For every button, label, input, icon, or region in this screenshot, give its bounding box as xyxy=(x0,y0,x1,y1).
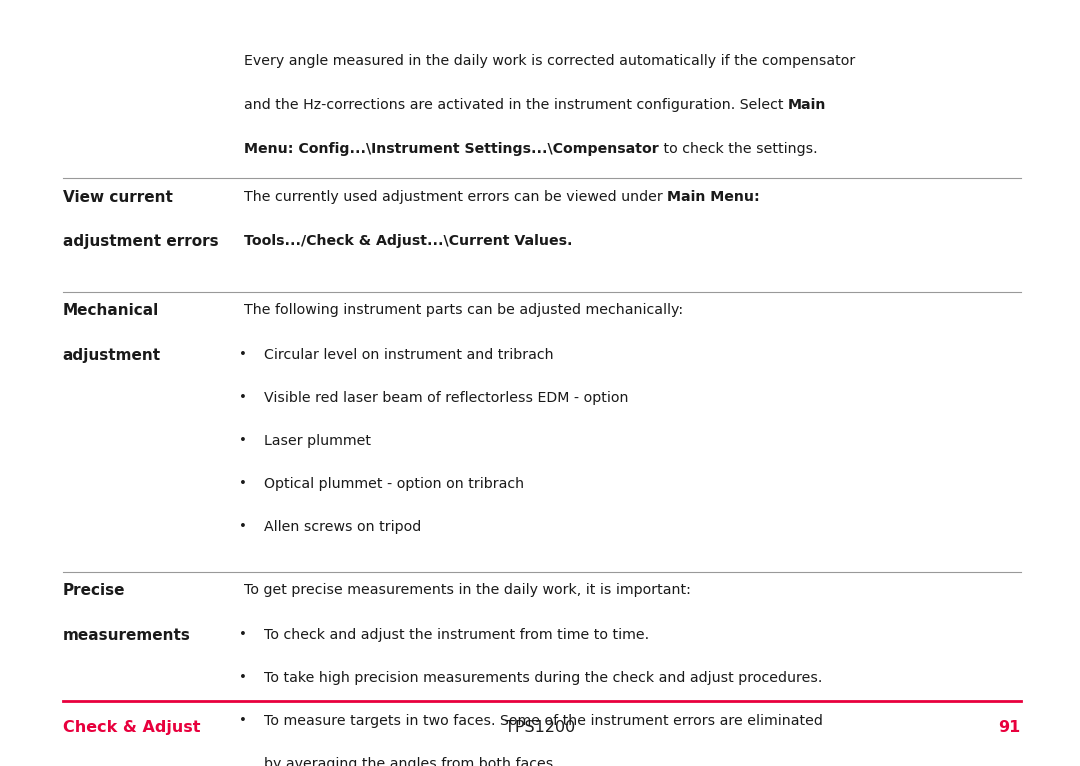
Text: Mechanical: Mechanical xyxy=(63,303,159,318)
Text: To check and adjust the instrument from time to time.: To check and adjust the instrument from … xyxy=(264,628,649,642)
Text: Tools.../Check & Adjust...\Current Values.: Tools.../Check & Adjust...\Current Value… xyxy=(244,234,572,248)
Text: Visible red laser beam of reflectorless EDM - option: Visible red laser beam of reflectorless … xyxy=(264,391,629,404)
Text: To get precise measurements in the daily work, it is important:: To get precise measurements in the daily… xyxy=(244,584,691,597)
Text: View current: View current xyxy=(63,189,173,205)
Text: by averaging the angles from both faces.: by averaging the angles from both faces. xyxy=(264,757,557,766)
Text: •: • xyxy=(239,520,246,533)
Text: and the Hz-corrections are activated in the instrument configuration. Select: and the Hz-corrections are activated in … xyxy=(244,98,788,112)
Text: Precise: Precise xyxy=(63,584,125,598)
Text: 91: 91 xyxy=(998,720,1021,735)
Text: Menu: Config...\Instrument Settings...\Compensator: Menu: Config...\Instrument Settings...\C… xyxy=(244,142,659,156)
Text: adjustment: adjustment xyxy=(63,348,161,362)
Text: Main Menu:: Main Menu: xyxy=(667,189,760,204)
Text: To take high precision measurements during the check and adjust procedures.: To take high precision measurements duri… xyxy=(264,671,822,685)
Text: Allen screws on tripod: Allen screws on tripod xyxy=(264,520,421,534)
Text: To measure targets in two faces. Some of the instrument errors are eliminated: To measure targets in two faces. Some of… xyxy=(264,714,822,728)
Text: Check & Adjust: Check & Adjust xyxy=(63,720,200,735)
Text: Laser plummet: Laser plummet xyxy=(264,434,370,448)
Text: The currently used adjustment errors can be viewed under: The currently used adjustment errors can… xyxy=(244,189,667,204)
Text: •: • xyxy=(239,391,246,404)
Text: measurements: measurements xyxy=(63,628,190,643)
Text: The following instrument parts can be adjusted mechanically:: The following instrument parts can be ad… xyxy=(244,303,684,317)
Text: Circular level on instrument and tribrach: Circular level on instrument and tribrac… xyxy=(264,348,553,362)
Text: Main: Main xyxy=(788,98,826,112)
Text: adjustment errors: adjustment errors xyxy=(63,234,218,249)
Text: to check the settings.: to check the settings. xyxy=(659,142,818,156)
Text: •: • xyxy=(239,477,246,490)
Text: •: • xyxy=(239,671,246,684)
Text: •: • xyxy=(239,628,246,641)
Text: Optical plummet - option on tribrach: Optical plummet - option on tribrach xyxy=(264,477,524,491)
Text: TPS1200: TPS1200 xyxy=(504,720,576,735)
Text: Every angle measured in the daily work is corrected automatically if the compens: Every angle measured in the daily work i… xyxy=(244,54,855,67)
Text: •: • xyxy=(239,434,246,447)
Text: •: • xyxy=(239,714,246,727)
Text: •: • xyxy=(239,348,246,361)
